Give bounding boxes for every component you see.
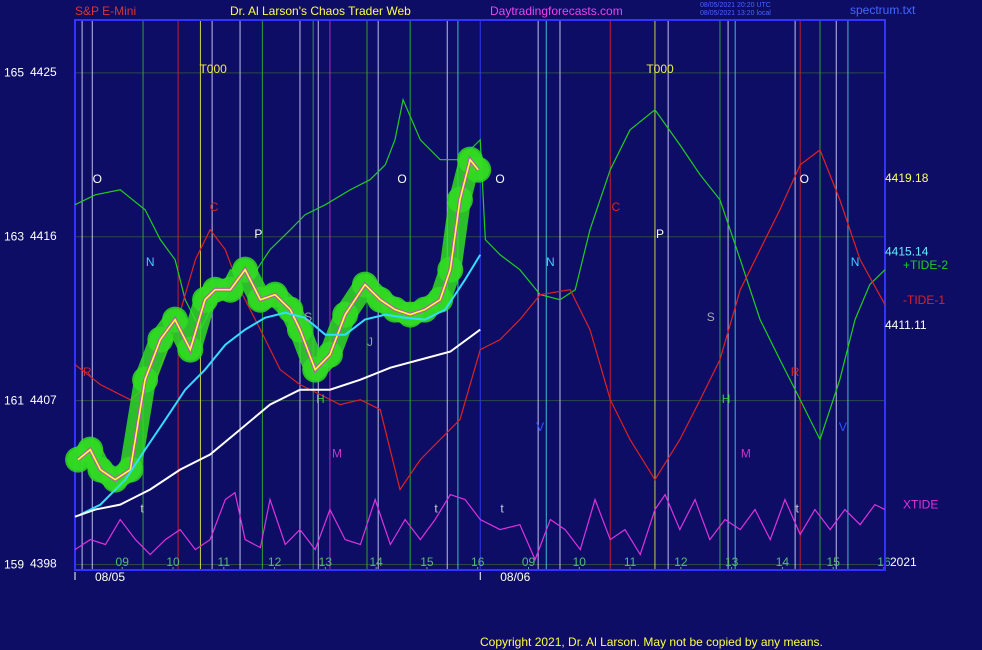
- annotation: N: [146, 255, 155, 269]
- x-tick-label: 09: [522, 555, 536, 569]
- annotation: O: [93, 172, 102, 186]
- price-label: 4411.11: [885, 318, 927, 332]
- annotation: S: [707, 310, 715, 324]
- series-line: [74, 328, 481, 518]
- x-tick-label: 13: [319, 555, 333, 569]
- annotation: O: [397, 172, 406, 186]
- annotation: H: [316, 392, 325, 406]
- x-tick-label: 16: [471, 555, 485, 569]
- legend-label: +TIDE-2: [903, 258, 948, 272]
- annotation: P: [254, 227, 262, 241]
- annotation: J: [367, 335, 373, 349]
- x-tick-label: 12: [674, 555, 688, 569]
- legend-label: XTIDE: [903, 498, 938, 512]
- x-tick-label: 14: [369, 555, 383, 569]
- site: Daytradingforecasts.com: [490, 4, 623, 18]
- y-tick-label: 4425: [30, 65, 57, 79]
- annotation: S: [304, 310, 312, 324]
- annotation: P: [656, 227, 664, 241]
- chart-title: Dr. Al Larson's Chaos Trader Web: [230, 4, 411, 18]
- series-line: [74, 491, 886, 562]
- x-tick-label: 11: [218, 555, 231, 569]
- annotation: H: [722, 392, 731, 406]
- annotation: t: [795, 502, 799, 516]
- annotation: C: [210, 200, 219, 214]
- legend-label: -TIDE-1: [903, 293, 945, 307]
- x-tick-label: 15: [420, 555, 434, 569]
- x-tick-label: 10: [573, 555, 587, 569]
- price-label: 4419.18: [885, 171, 929, 185]
- file-name: spectrum.txt: [850, 3, 916, 17]
- stamp: 08/05/2021 20:20 UTC: [700, 2, 771, 9]
- x-tick-label: 15: [827, 555, 841, 569]
- stamp: 08/05/2021 13:20 local: [700, 10, 771, 17]
- annotation: t: [434, 502, 438, 516]
- annotation: t: [500, 502, 504, 516]
- annotation: C: [612, 200, 621, 214]
- y2-tick-label: 165: [4, 65, 24, 79]
- date-label: 08/06: [500, 570, 530, 584]
- series-line: [79, 254, 482, 516]
- series-line: [77, 157, 479, 481]
- annotation: t: [140, 502, 144, 516]
- price-label: 4415.14: [885, 245, 929, 259]
- annotation: V: [839, 420, 847, 434]
- y-tick-label: 4416: [30, 229, 57, 243]
- copyright: Copyright 2021, Dr. Al Larson. May not b…: [480, 635, 823, 649]
- y2-tick-label: 159: [4, 557, 24, 571]
- plot-frame: [74, 19, 886, 571]
- annotation: M: [332, 447, 342, 461]
- y2-tick-label: 161: [4, 393, 24, 407]
- annotation: M: [741, 447, 751, 461]
- x-tick-label: 11: [624, 555, 637, 569]
- annotation: T000: [646, 62, 674, 76]
- y2-tick-label: 163: [4, 229, 24, 243]
- x-tick-label: 10: [166, 555, 180, 569]
- instrument: S&P E-Mini: [75, 4, 136, 18]
- annotation: V: [536, 420, 544, 434]
- date-label: 08/05: [95, 570, 125, 584]
- annotation: N: [851, 255, 860, 269]
- y-tick-label: 4398: [30, 557, 57, 571]
- annotation: N: [546, 255, 555, 269]
- x-tick-label: 14: [776, 555, 790, 569]
- y-tick-label: 4407: [30, 393, 57, 407]
- x-tick-label: 12: [268, 555, 282, 569]
- annotation: O: [495, 172, 504, 186]
- annotation: R: [791, 365, 800, 379]
- year: 2021: [890, 555, 917, 569]
- series-line: [74, 148, 886, 491]
- annotation: T000: [199, 62, 227, 76]
- annotation: O: [800, 172, 809, 186]
- x-tick-label: 09: [116, 555, 130, 569]
- x-tick-label: 13: [725, 555, 739, 569]
- annotation: R: [83, 365, 92, 379]
